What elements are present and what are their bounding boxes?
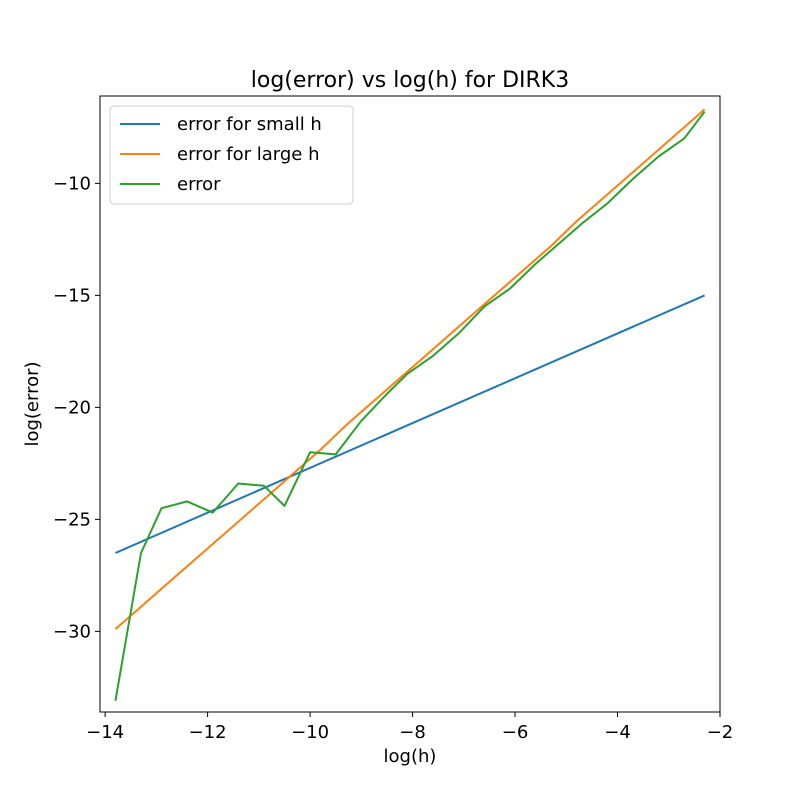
- legend-label-2: error: [177, 174, 221, 195]
- y-tick-label: −10: [53, 173, 91, 194]
- series-line-0: [114, 294, 706, 554]
- x-tick-label: −12: [189, 722, 227, 743]
- y-tick-label: −15: [53, 285, 91, 306]
- y-tick-label: −20: [53, 397, 91, 418]
- axes-frame: [99, 95, 721, 713]
- x-axis-label: log(h): [384, 746, 437, 767]
- legend-box: [109, 105, 354, 205]
- x-tick-label: −14: [86, 722, 124, 743]
- y-axis-label: log(error): [22, 361, 43, 446]
- x-tick-label: −6: [502, 722, 529, 743]
- series-line-1: [114, 108, 706, 630]
- axis-ticks: −14 −12 −10 −8 −6 −4 −2 −30 −25 −20 −15 −10: [53, 173, 733, 743]
- x-tick-label: −2: [707, 722, 734, 743]
- x-tick-label: −10: [291, 722, 329, 743]
- x-tick-label: −8: [399, 722, 426, 743]
- legend: error for small h error for large h error: [109, 105, 354, 205]
- plot-area: [114, 108, 706, 701]
- legend-label-0: error for small h: [177, 114, 322, 135]
- x-tick-label: −4: [604, 722, 631, 743]
- series-line-2: [114, 111, 706, 701]
- y-tick-label: −25: [53, 509, 91, 530]
- y-tick-label: −30: [53, 621, 91, 642]
- chart-title: log(error) vs log(h) for DIRK3: [251, 68, 569, 93]
- legend-label-1: error for large h: [177, 144, 320, 165]
